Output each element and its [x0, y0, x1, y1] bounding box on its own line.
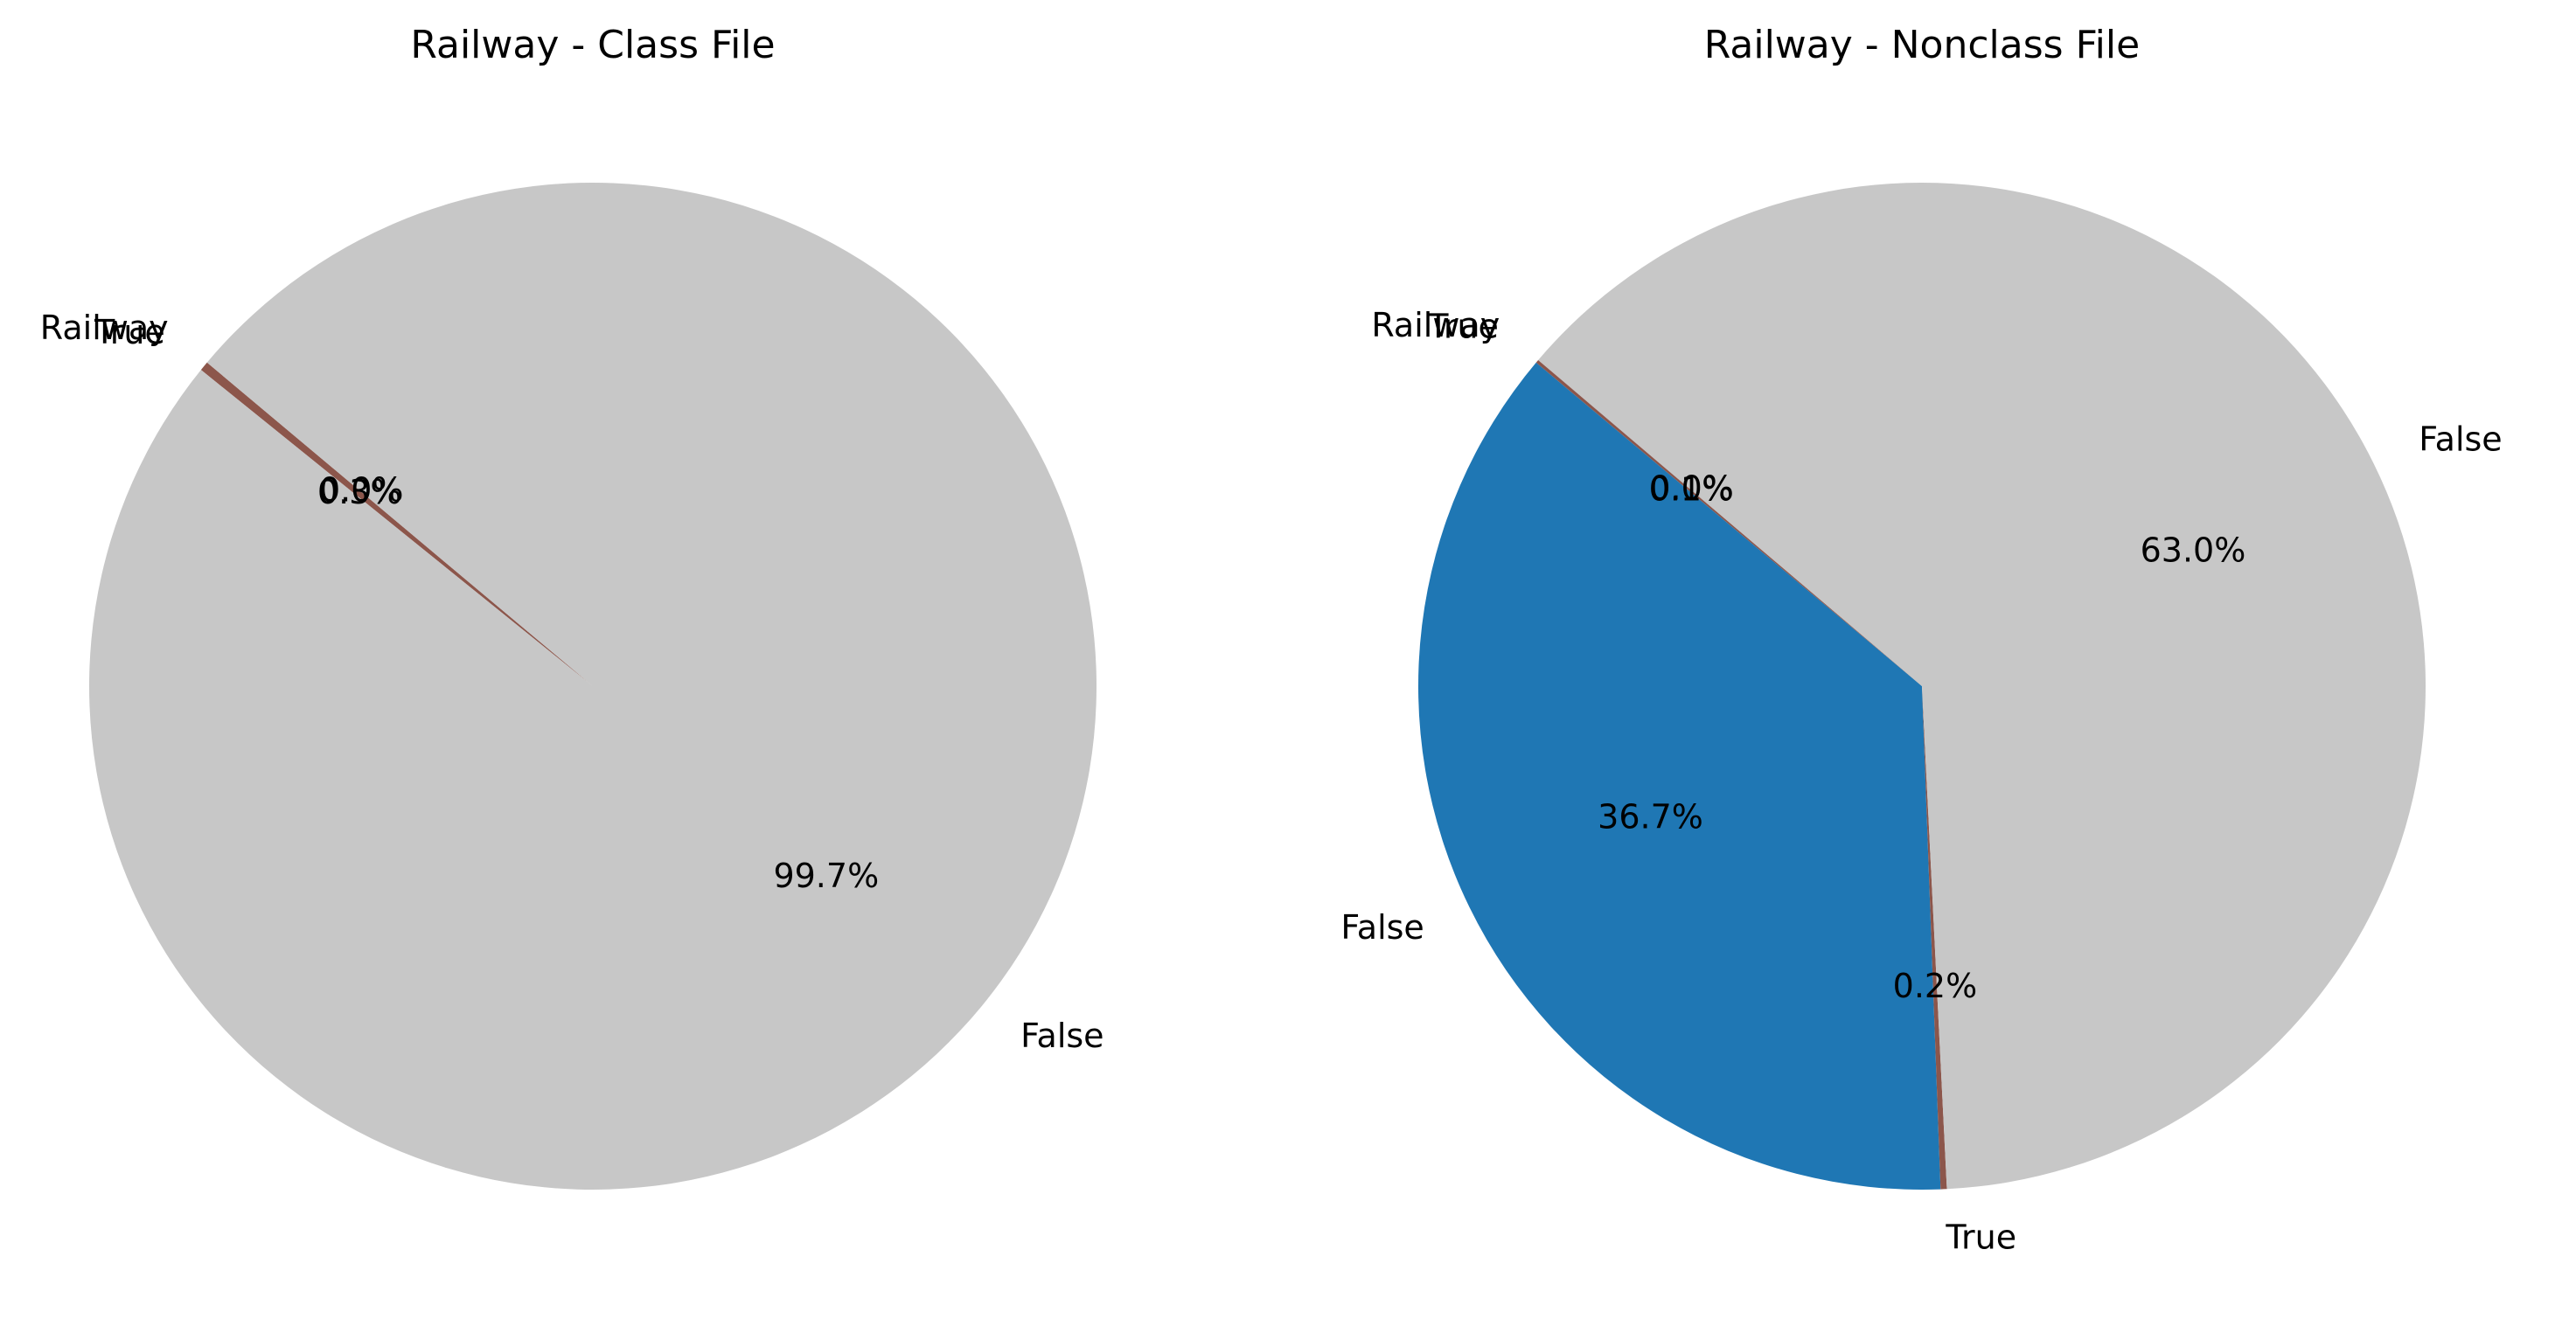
slice-label: Railway: [40, 309, 169, 347]
chart-title: Railway - Nonclass File: [1704, 23, 2140, 67]
slice-percentage: 0.0%: [1649, 469, 1734, 508]
slice-label: Railway: [1371, 306, 1500, 344]
slice-label: False: [1020, 1017, 1104, 1055]
pie-slice: [200, 362, 594, 686]
slice-percentage: 36.7%: [1598, 797, 1703, 836]
pie-slice: [89, 182, 1097, 1190]
chart-title: Railway - Class File: [410, 23, 775, 67]
pie-chart-class-file: Railway - Class File Railway 0.0% True 0.3%…: [40, 23, 1104, 1190]
slice-percentage: 63.0%: [2141, 531, 2246, 570]
slice-label: True: [1945, 1218, 2016, 1257]
slice-label: True: [94, 313, 165, 351]
slice-percentage: 0.1%: [1649, 470, 1734, 509]
slice-label: False: [2419, 420, 2502, 458]
slice-percentage: 0.0%: [319, 470, 404, 509]
pie-chart-nonclass-file: Railway - Nonclass File False 36.7% True 0.…: [1340, 23, 2502, 1257]
slice-percentage: 99.7%: [773, 857, 879, 895]
pie-slice: [1922, 686, 1947, 1190]
slice-label: False: [1340, 908, 1424, 947]
slice-percentage: 0.2%: [1893, 967, 1978, 1005]
pie-slice: [1535, 359, 1922, 686]
slice-label: True: [1427, 308, 1499, 346]
slice-percentage: 0.3%: [317, 473, 402, 511]
pie-slice: [1418, 362, 1941, 1190]
pie-slice: [1538, 183, 2426, 1190]
